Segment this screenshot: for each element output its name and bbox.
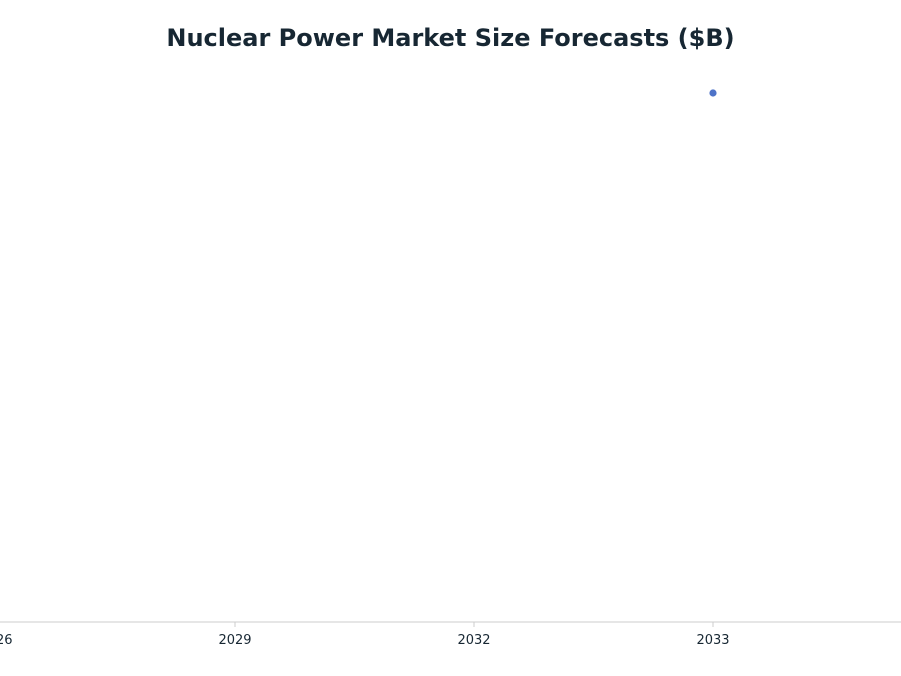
chart-title: Nuclear Power Market Size Forecasts ($B): [166, 24, 735, 52]
x-tick-label-2029: 2029: [218, 633, 251, 648]
x-axis-ticks: 2026 2029 2032 2033: [0, 622, 730, 648]
x-tick-label-2033: 2033: [696, 633, 729, 648]
x-tick-label-2026: 2026: [0, 633, 13, 648]
data-point-2033[interactable]: [709, 89, 717, 97]
data-markers: [709, 89, 717, 97]
x-tick-label-2032: 2032: [457, 633, 490, 648]
